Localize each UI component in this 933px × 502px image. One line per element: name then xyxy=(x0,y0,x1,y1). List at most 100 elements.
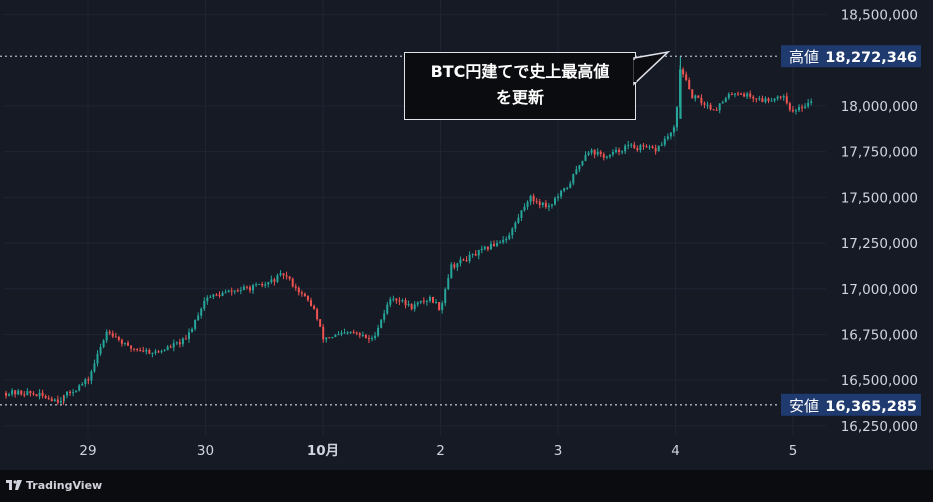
candle-body xyxy=(194,320,197,329)
candle-body xyxy=(53,399,56,402)
candle-body xyxy=(261,283,264,286)
candle-body xyxy=(554,198,556,205)
annotation-line-2: を更新 xyxy=(495,88,544,107)
candle-body xyxy=(700,97,703,104)
candle-body xyxy=(294,286,297,288)
candle-body xyxy=(511,228,514,236)
candle-body xyxy=(404,300,407,306)
candle-body xyxy=(142,350,145,352)
candle-body xyxy=(444,289,447,304)
candle-body xyxy=(367,338,370,340)
candle-body xyxy=(364,335,367,339)
y-tick-label: 17,250,000 xyxy=(841,236,918,252)
candle-body xyxy=(26,391,29,396)
candle-body xyxy=(44,395,47,398)
candle-body xyxy=(175,342,178,344)
candle-body xyxy=(169,346,172,348)
candle-body xyxy=(624,145,627,152)
candle-body xyxy=(703,103,706,105)
candle-body xyxy=(764,98,767,103)
candle-body xyxy=(471,253,474,255)
candle-body xyxy=(608,154,611,157)
candle-body xyxy=(441,303,444,311)
candle-body xyxy=(72,392,75,394)
candle-body xyxy=(618,149,621,152)
candle-body xyxy=(422,300,425,302)
candle-body xyxy=(660,144,663,146)
candle-body xyxy=(630,144,633,146)
candle-body xyxy=(227,290,230,293)
candle-body xyxy=(84,379,87,385)
candle-body xyxy=(651,146,654,149)
candle-body xyxy=(5,392,7,396)
candle-body xyxy=(203,301,206,309)
candle-body xyxy=(581,160,584,166)
candle-body xyxy=(636,148,639,151)
candle-body xyxy=(306,296,309,301)
candle-body xyxy=(740,93,743,95)
candle-body xyxy=(508,235,511,239)
candle-body xyxy=(535,201,538,203)
candle-body xyxy=(90,371,93,381)
candle-body xyxy=(35,394,38,397)
x-tick-label: 10月 xyxy=(307,443,339,459)
candle-body xyxy=(157,351,160,353)
candle-body xyxy=(249,287,251,291)
candle-body xyxy=(514,222,517,229)
candle-body xyxy=(642,145,645,147)
candle-body xyxy=(694,95,697,99)
candle-body xyxy=(303,293,306,297)
candle-body xyxy=(380,319,383,328)
candle-body xyxy=(66,391,68,396)
candle-body xyxy=(221,292,224,296)
candle-body xyxy=(377,327,380,336)
candle-body xyxy=(538,201,541,206)
candle-body xyxy=(502,240,505,243)
candle-body xyxy=(401,300,404,302)
candle-body xyxy=(462,259,465,261)
tradingview-brand: TradingView xyxy=(26,479,103,492)
candle-body xyxy=(456,263,459,268)
candle-body xyxy=(499,242,502,244)
candle-body xyxy=(743,93,746,97)
candle-body xyxy=(23,394,26,396)
candle-body xyxy=(151,353,154,355)
candle-body xyxy=(291,278,294,287)
candle-body xyxy=(392,298,395,300)
candle-body xyxy=(450,264,453,278)
candle-body xyxy=(252,285,255,291)
candle-body xyxy=(733,93,736,95)
candle-body xyxy=(331,337,334,339)
tradingview-logo[interactable]: TradingView xyxy=(6,479,102,492)
candle-body xyxy=(181,338,184,345)
y-tick-label: 17,000,000 xyxy=(841,282,918,298)
candle-body xyxy=(663,138,666,145)
candle-body xyxy=(334,334,337,338)
candle-body xyxy=(605,156,608,158)
candle-body xyxy=(410,303,413,310)
candle-body xyxy=(428,297,431,301)
candle-body xyxy=(328,337,331,339)
candle-body xyxy=(75,390,78,393)
candle-body xyxy=(206,297,209,302)
candle-body xyxy=(407,303,410,306)
candle-body xyxy=(325,337,328,340)
candle-body xyxy=(599,151,602,155)
candle-body xyxy=(17,390,20,395)
candle-body xyxy=(87,379,90,381)
candle-body xyxy=(688,79,691,90)
candle-body xyxy=(627,144,630,146)
candle-body xyxy=(355,332,358,334)
candle-body xyxy=(102,340,105,348)
candle-body xyxy=(474,253,477,256)
candle-body xyxy=(389,299,392,305)
candle-body xyxy=(648,146,651,148)
candle-body xyxy=(697,95,700,98)
candle-body xyxy=(477,250,480,256)
candle-body xyxy=(374,335,377,339)
price-axis: 18,500,000 18,000,000 17,750,000 17,500,000… xyxy=(841,8,918,435)
footer-bar: TradingView xyxy=(0,470,933,502)
candle-body xyxy=(770,100,773,102)
candle-body xyxy=(459,259,462,264)
candle-body xyxy=(230,290,233,292)
